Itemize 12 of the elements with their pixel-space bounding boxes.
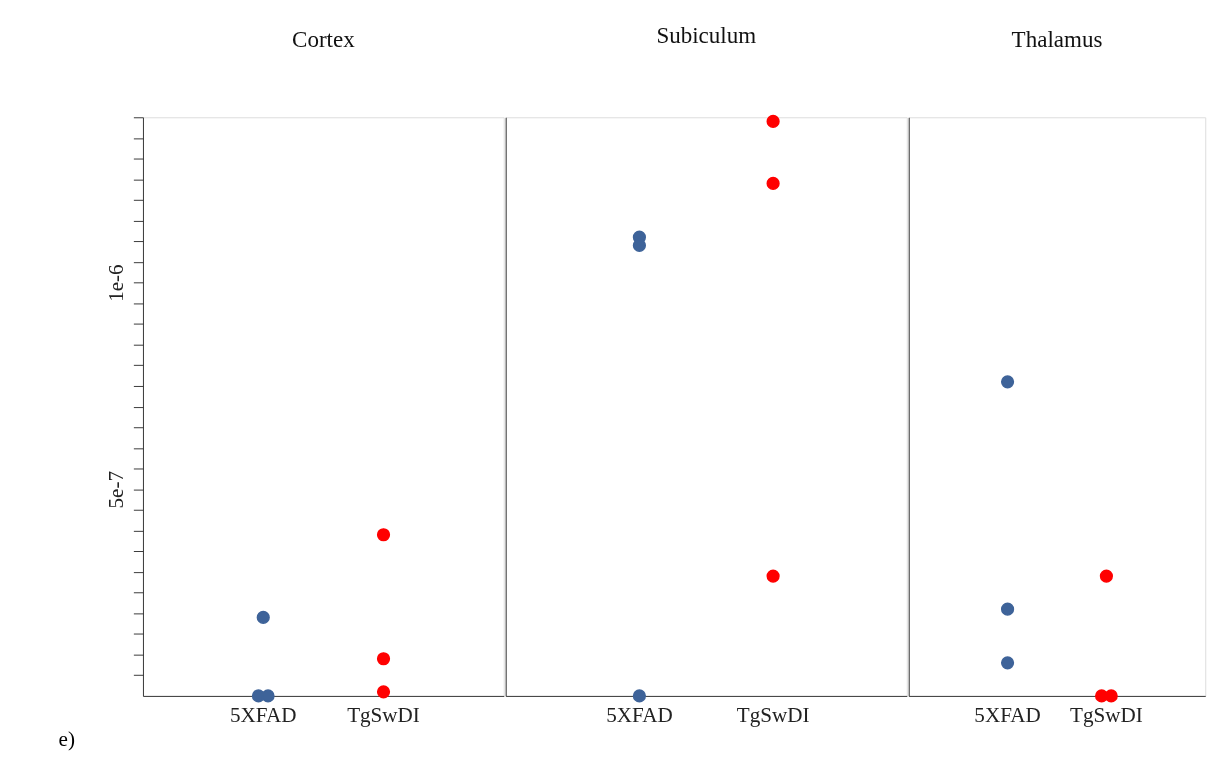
y-tick-label: 5e-7	[104, 470, 129, 509]
x-tick-label: TgSwDI	[736, 703, 810, 728]
chart-title: Cortex	[292, 25, 356, 52]
x-tick-label: TgSwDI	[1070, 703, 1143, 728]
chart-title: Thalamus	[1011, 26, 1103, 53]
text: e)	[58, 726, 75, 751]
x-tick-label: 5XFAD	[230, 703, 297, 728]
x-tick-label: 5XFAD	[606, 703, 673, 728]
chart-title: Subiculum	[656, 21, 757, 48]
x-tick-label: 5XFAD	[974, 703, 1041, 728]
y-tick-label: 1e-6	[104, 264, 129, 302]
x-tick-label: TgSwDI	[347, 703, 420, 728]
